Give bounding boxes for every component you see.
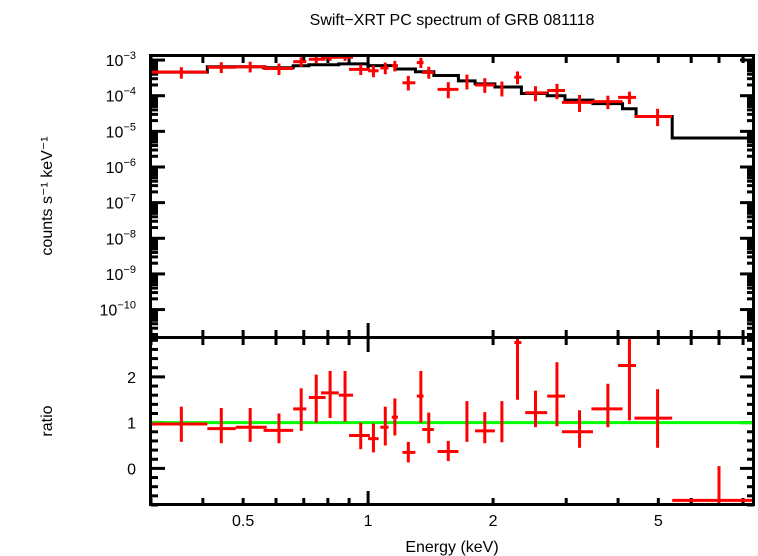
ratio-data-point [525,390,548,428]
y-tick-base: 10 [106,124,124,141]
y-tick-exponent: −7 [123,193,136,205]
spectrum-panel-frame [149,54,755,339]
ratio-data-point [349,422,370,450]
ratio-data-point [368,423,379,453]
spectrum-data-point [235,61,267,73]
ratio-data-point [207,408,236,444]
x-tick-label: 1 [364,513,373,530]
y-tick-label: 10−9 [106,264,136,284]
ratio-data-point [618,338,637,421]
y-tick-label: 10−10 [100,300,136,320]
y-tick-label: 10−6 [106,157,136,177]
ratio-data-point [416,370,424,423]
y-tick-label: 10−5 [106,121,136,141]
ratio-data-point [514,338,522,400]
spectrum-data-point [391,60,398,72]
spectrum-data-point [416,57,424,68]
ratio-data-point [263,413,294,444]
spectrum-data-point [618,91,637,105]
chart-title: Swift−XRT PC spectrum of GRB 081118 [310,12,595,29]
ratio-data-point [500,401,504,443]
data-layer [151,55,754,505]
tick-layer [149,56,754,507]
ratio-panel-frame [149,336,755,506]
spectrum-data-point [380,62,389,75]
model-step-line [151,62,754,140]
ratio-data-point [235,408,267,442]
x-tick-label: 2 [489,513,498,530]
ratio-data-point [437,440,459,462]
y-tick-base: 10 [106,53,124,70]
spectrum-data-point [500,81,504,97]
ratio-data-point [380,406,389,446]
ratio-data-point [293,388,307,431]
y-tick-exponent: −10 [117,300,136,312]
y-tick-base: 10 [100,303,118,320]
y-tick-base: 10 [106,160,124,177]
y-tick-label: 10−3 [106,50,136,70]
spectrum-y-axis-label: counts s⁻¹ keV⁻¹ [39,136,56,255]
spectrum-data-point [634,108,673,127]
spectrum-data-point [422,66,434,79]
ratio-tick-label: 1 [127,416,136,433]
spectrum-data-point [263,63,294,76]
ratio-data-point [561,410,593,448]
spectrum-data-point [591,95,623,110]
y-tick-label: 10−4 [106,86,136,106]
spectrum-data-point [437,82,459,99]
x-axis-label: Energy (keV) [405,539,498,556]
ratio-tick-label: 0 [127,461,136,478]
y-tick-exponent: −6 [123,157,136,169]
ratio-data-point [672,466,754,505]
ratio-data-point [320,370,339,419]
y-tick-label: 10−7 [106,193,136,213]
y-tick-exponent: −8 [123,228,136,240]
tick-label-layer: 0.5 1 2 510−310−410−510−610−710−810−910−100… [100,50,663,530]
spectrum-data-point [402,75,416,91]
ratio-y-axis-label: ratio [39,405,56,436]
spectrum-data-point [207,62,236,74]
y-tick-base: 10 [106,196,124,213]
y-tick-label: 10−8 [106,228,136,248]
x-tick-label: 0.5 [232,513,254,530]
spectrum-data-point [514,71,522,85]
ratio-data-point [634,389,673,448]
spectrum-data-point [293,57,307,67]
y-tick-base: 10 [106,89,124,106]
ratio-data-point [391,398,398,436]
ratio-data-point [308,374,326,423]
spectrum-data-point [547,83,565,100]
spectrum-data-point [368,65,379,78]
ratio-data-point [547,362,565,427]
spectrum-data-point [151,67,208,79]
spectrum-data-point [349,64,370,76]
ratio-data-point [402,441,416,463]
ratio-data-point [465,401,469,442]
y-tick-exponent: −3 [123,50,136,62]
y-tick-exponent: −9 [123,264,136,276]
x-tick-label: 5 [654,513,663,530]
ratio-data-point [338,370,354,422]
spectrum-data-point [308,56,326,64]
ratio-data-point [151,406,208,442]
y-tick-base: 10 [106,267,124,284]
ratio-tick-label: 2 [127,370,136,387]
ratio-data-point [475,412,495,444]
ratio-data-point [591,383,623,428]
y-tick-exponent: −4 [123,86,136,98]
ratio-data-point [422,412,434,444]
spectrum-data-point [561,94,593,112]
spectrum-data-point [525,86,548,102]
spectrum-data-point [465,74,469,90]
y-tick-exponent: −5 [123,121,136,133]
spectrum-data-point [475,78,495,93]
y-tick-base: 10 [106,231,124,248]
